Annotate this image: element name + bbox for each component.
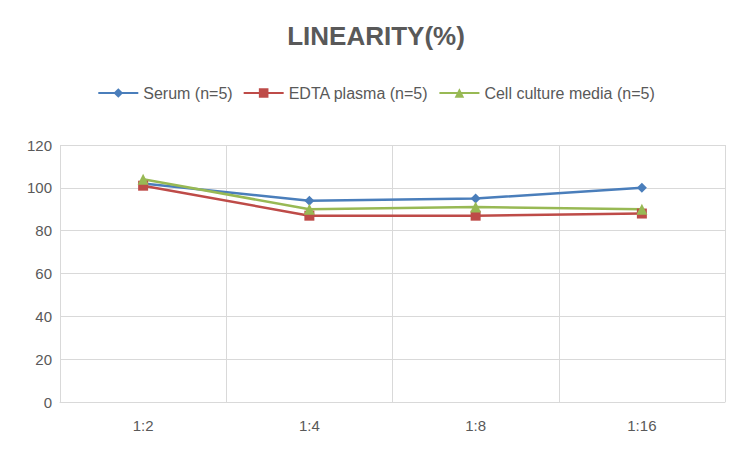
svg-text:100: 100 [27,179,52,196]
svg-text:1:8: 1:8 [465,417,486,434]
svg-text:60: 60 [35,265,52,282]
svg-text:EDTA plasma (n=5): EDTA plasma (n=5) [289,85,428,102]
svg-text:Cell culture media (n=5): Cell culture media (n=5) [484,85,654,102]
svg-text:20: 20 [35,351,52,368]
svg-text:1:4: 1:4 [299,417,320,434]
svg-text:1:16: 1:16 [627,417,656,434]
svg-text:1:2: 1:2 [133,417,154,434]
svg-text:Serum (n=5): Serum (n=5) [143,85,232,102]
svg-text:LINEARITY(%): LINEARITY(%) [287,21,465,51]
svg-text:40: 40 [35,308,52,325]
svg-text:80: 80 [35,222,52,239]
svg-text:0: 0 [44,394,52,411]
svg-text:120: 120 [27,137,52,154]
